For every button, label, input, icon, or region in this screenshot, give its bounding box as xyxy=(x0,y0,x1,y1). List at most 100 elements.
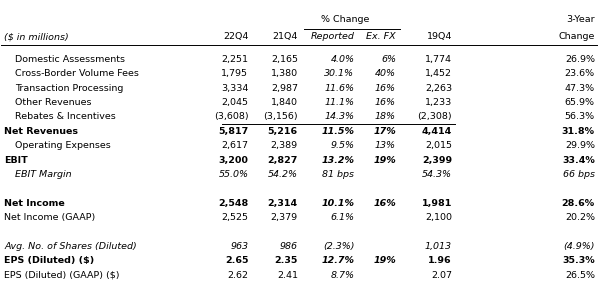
Text: 66 bps: 66 bps xyxy=(563,170,595,179)
Text: 2.35: 2.35 xyxy=(274,256,298,266)
Text: Net Revenues: Net Revenues xyxy=(4,127,78,136)
Text: % Change: % Change xyxy=(321,15,370,24)
Text: 2,045: 2,045 xyxy=(221,98,248,107)
Text: 16%: 16% xyxy=(375,83,396,93)
Text: 2,399: 2,399 xyxy=(422,156,452,165)
Text: 31.8%: 31.8% xyxy=(562,127,595,136)
Text: 986: 986 xyxy=(280,242,298,251)
Text: 2,314: 2,314 xyxy=(268,199,298,208)
Text: (3,156): (3,156) xyxy=(263,112,298,121)
Text: Transaction Processing: Transaction Processing xyxy=(15,83,123,93)
Text: 1,981: 1,981 xyxy=(422,199,452,208)
Text: 4.0%: 4.0% xyxy=(330,55,355,64)
Text: 2,987: 2,987 xyxy=(271,83,298,93)
Text: 65.9%: 65.9% xyxy=(565,98,595,107)
Text: 1,233: 1,233 xyxy=(425,98,452,107)
Text: Rebates & Incentives: Rebates & Incentives xyxy=(15,112,116,121)
Text: 1,774: 1,774 xyxy=(425,55,452,64)
Text: 3,200: 3,200 xyxy=(218,156,248,165)
Text: 2.07: 2.07 xyxy=(431,271,452,280)
Text: 8.7%: 8.7% xyxy=(330,271,355,280)
Text: 4,414: 4,414 xyxy=(422,127,452,136)
Text: (3,608): (3,608) xyxy=(213,112,248,121)
Text: Other Revenues: Other Revenues xyxy=(15,98,91,107)
Text: 19%: 19% xyxy=(373,156,396,165)
Text: 10.1%: 10.1% xyxy=(321,199,355,208)
Text: 55.0%: 55.0% xyxy=(218,170,248,179)
Text: 40%: 40% xyxy=(375,69,396,78)
Text: EPS (Diluted) (GAAP) ($): EPS (Diluted) (GAAP) ($) xyxy=(4,271,120,280)
Text: 13%: 13% xyxy=(375,141,396,150)
Text: 5,817: 5,817 xyxy=(218,127,248,136)
Text: 2,389: 2,389 xyxy=(271,141,298,150)
Text: 2.65: 2.65 xyxy=(225,256,248,266)
Text: 2,251: 2,251 xyxy=(221,55,248,64)
Text: 35.3%: 35.3% xyxy=(562,256,595,266)
Text: 6.1%: 6.1% xyxy=(330,213,355,222)
Text: 81 bps: 81 bps xyxy=(322,170,355,179)
Text: 963: 963 xyxy=(230,242,248,251)
Text: 2,827: 2,827 xyxy=(267,156,298,165)
Text: Domestic Assessments: Domestic Assessments xyxy=(15,55,125,64)
Text: 2,100: 2,100 xyxy=(425,213,452,222)
Text: 3,334: 3,334 xyxy=(221,83,248,93)
Text: 16%: 16% xyxy=(373,199,396,208)
Text: 22Q4: 22Q4 xyxy=(223,32,248,41)
Text: 11.6%: 11.6% xyxy=(324,83,355,93)
Text: EBIT Margin: EBIT Margin xyxy=(15,170,72,179)
Text: 2.62: 2.62 xyxy=(227,271,248,280)
Text: Change: Change xyxy=(559,32,595,41)
Text: 2,617: 2,617 xyxy=(221,141,248,150)
Text: 30.1%: 30.1% xyxy=(324,69,355,78)
Text: 11.5%: 11.5% xyxy=(321,127,355,136)
Text: 18%: 18% xyxy=(375,112,396,121)
Text: 26.9%: 26.9% xyxy=(565,55,595,64)
Text: 16%: 16% xyxy=(375,98,396,107)
Text: 54.3%: 54.3% xyxy=(422,170,452,179)
Text: 23.6%: 23.6% xyxy=(565,69,595,78)
Text: 1,013: 1,013 xyxy=(425,242,452,251)
Text: 6%: 6% xyxy=(381,55,396,64)
Text: 1,840: 1,840 xyxy=(271,98,298,107)
Text: Operating Expenses: Operating Expenses xyxy=(15,141,111,150)
Text: (2,308): (2,308) xyxy=(417,112,452,121)
Text: 1,452: 1,452 xyxy=(425,69,452,78)
Text: Net Income (GAAP): Net Income (GAAP) xyxy=(4,213,96,222)
Text: Ex. FX: Ex. FX xyxy=(367,32,396,41)
Text: 9.5%: 9.5% xyxy=(330,141,355,150)
Text: 1,380: 1,380 xyxy=(271,69,298,78)
Text: 2,379: 2,379 xyxy=(271,213,298,222)
Text: 54.2%: 54.2% xyxy=(268,170,298,179)
Text: 2,165: 2,165 xyxy=(271,55,298,64)
Text: 17%: 17% xyxy=(373,127,396,136)
Text: EPS (Diluted) ($): EPS (Diluted) ($) xyxy=(4,256,94,266)
Text: ($ in millions): ($ in millions) xyxy=(4,32,69,41)
Text: Reported: Reported xyxy=(310,32,355,41)
Text: 3-Year: 3-Year xyxy=(566,15,595,24)
Text: 33.4%: 33.4% xyxy=(562,156,595,165)
Text: 2,525: 2,525 xyxy=(221,213,248,222)
Text: 2,548: 2,548 xyxy=(218,199,248,208)
Text: 14.3%: 14.3% xyxy=(324,112,355,121)
Text: 19%: 19% xyxy=(373,256,396,266)
Text: 5,216: 5,216 xyxy=(268,127,298,136)
Text: 56.3%: 56.3% xyxy=(565,112,595,121)
Text: 19Q4: 19Q4 xyxy=(426,32,452,41)
Text: 20.2%: 20.2% xyxy=(565,213,595,222)
Text: 2,015: 2,015 xyxy=(425,141,452,150)
Text: 28.6%: 28.6% xyxy=(562,199,595,208)
Text: 21Q4: 21Q4 xyxy=(273,32,298,41)
Text: 26.5%: 26.5% xyxy=(565,271,595,280)
Text: 13.2%: 13.2% xyxy=(321,156,355,165)
Text: 47.3%: 47.3% xyxy=(565,83,595,93)
Text: 12.7%: 12.7% xyxy=(321,256,355,266)
Text: 2.41: 2.41 xyxy=(277,271,298,280)
Text: EBIT: EBIT xyxy=(4,156,28,165)
Text: 11.1%: 11.1% xyxy=(324,98,355,107)
Text: 29.9%: 29.9% xyxy=(565,141,595,150)
Text: Avg. No. of Shares (Diluted): Avg. No. of Shares (Diluted) xyxy=(4,242,137,251)
Text: (4.9%): (4.9%) xyxy=(563,242,595,251)
Text: Net Income: Net Income xyxy=(4,199,65,208)
Text: 1,795: 1,795 xyxy=(221,69,248,78)
Text: Cross-Border Volume Fees: Cross-Border Volume Fees xyxy=(15,69,139,78)
